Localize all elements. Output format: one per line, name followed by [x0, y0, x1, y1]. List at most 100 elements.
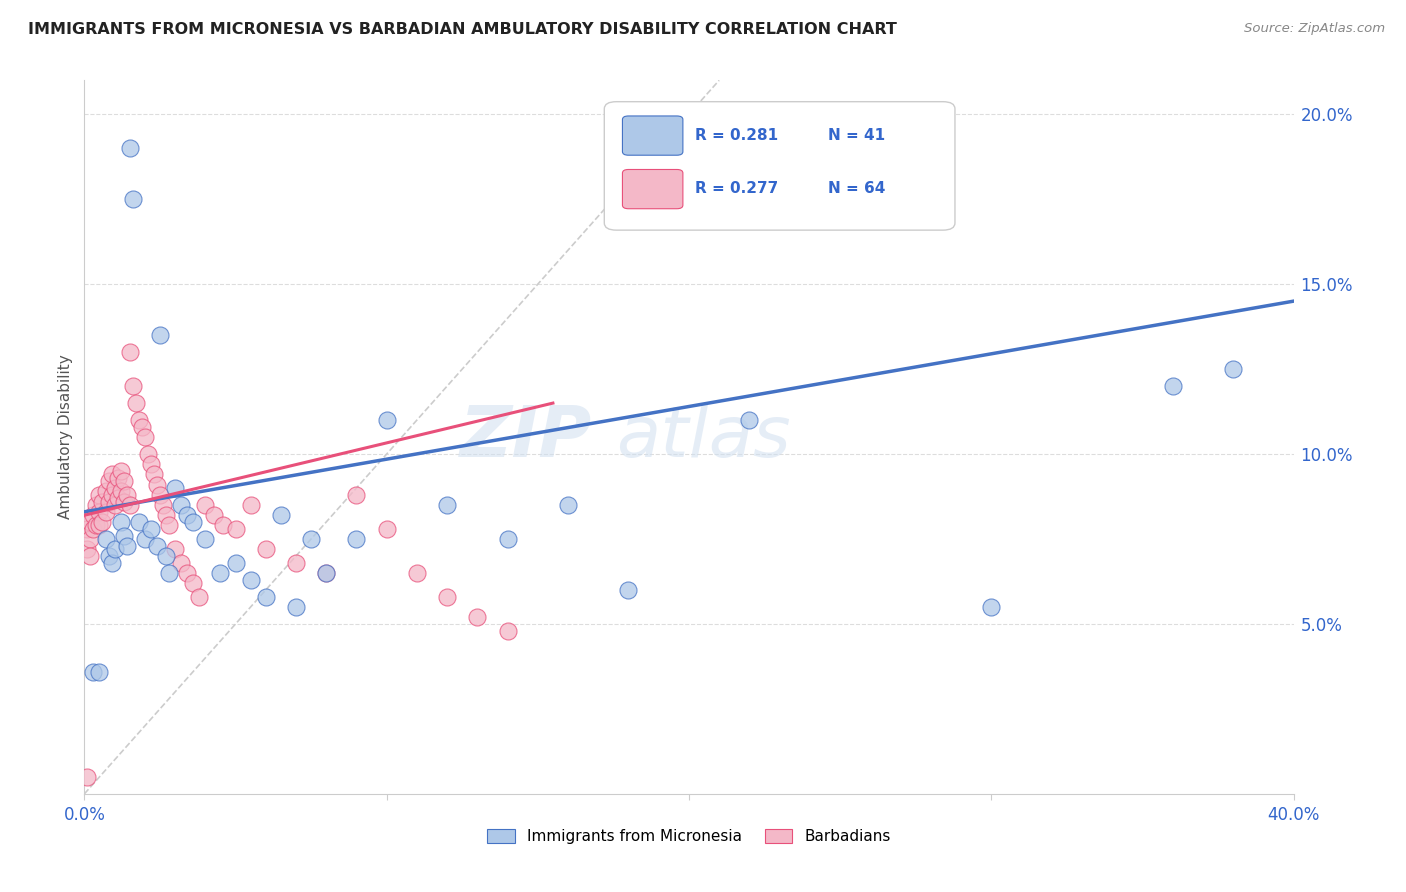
- Point: [97, 549, 120, 563]
- Point: [121, 379, 143, 393]
- Point: [152, 498, 174, 512]
- Point: [157, 566, 180, 580]
- Point: [118, 141, 141, 155]
- Point: [110, 464, 132, 478]
- Point: [79, 532, 101, 546]
- Point: [94, 484, 117, 499]
- Point: [79, 549, 101, 563]
- Point: [617, 582, 640, 597]
- Point: [406, 566, 429, 580]
- Point: [980, 599, 1002, 614]
- Point: [202, 508, 225, 523]
- Point: [165, 481, 187, 495]
- Point: [155, 508, 177, 523]
- Point: [209, 566, 232, 580]
- Point: [118, 498, 141, 512]
- Point: [146, 539, 169, 553]
- Point: [82, 665, 104, 679]
- Point: [107, 491, 129, 506]
- Point: [212, 518, 235, 533]
- Text: IMMIGRANTS FROM MICRONESIA VS BARBADIAN AMBULATORY DISABILITY CORRELATION CHART: IMMIGRANTS FROM MICRONESIA VS BARBADIAN …: [28, 22, 897, 37]
- Point: [139, 457, 162, 471]
- Point: [139, 522, 162, 536]
- Text: R = 0.277: R = 0.277: [695, 181, 779, 196]
- Point: [270, 508, 292, 523]
- Point: [170, 556, 193, 570]
- Point: [104, 542, 127, 557]
- Point: [181, 515, 204, 529]
- Text: R = 0.281: R = 0.281: [695, 128, 778, 144]
- Point: [436, 498, 458, 512]
- Point: [165, 542, 187, 557]
- Point: [112, 494, 135, 508]
- Point: [285, 599, 308, 614]
- Point: [118, 345, 141, 359]
- Text: atlas: atlas: [616, 402, 792, 472]
- Point: [181, 576, 204, 591]
- Point: [115, 539, 138, 553]
- Point: [104, 498, 127, 512]
- Point: [170, 498, 193, 512]
- Text: N = 64: N = 64: [828, 181, 886, 196]
- Point: [146, 477, 169, 491]
- Point: [112, 528, 135, 542]
- Point: [100, 467, 122, 482]
- Point: [136, 447, 159, 461]
- Point: [375, 522, 398, 536]
- Point: [299, 532, 322, 546]
- Point: [194, 498, 217, 512]
- Point: [82, 508, 104, 523]
- Point: [467, 610, 489, 624]
- Point: [128, 413, 150, 427]
- Text: N = 41: N = 41: [828, 128, 886, 144]
- Point: [496, 624, 519, 638]
- Point: [89, 665, 111, 679]
- Point: [239, 573, 262, 587]
- Point: [149, 488, 172, 502]
- FancyBboxPatch shape: [605, 102, 955, 230]
- Point: [557, 498, 579, 512]
- Point: [79, 515, 101, 529]
- Point: [97, 494, 120, 508]
- Point: [194, 532, 217, 546]
- Point: [100, 488, 122, 502]
- Point: [1222, 362, 1244, 376]
- Point: [176, 566, 198, 580]
- Point: [315, 566, 337, 580]
- Point: [142, 467, 165, 482]
- Point: [346, 532, 368, 546]
- Point: [128, 515, 150, 529]
- Point: [115, 488, 138, 502]
- Point: [76, 522, 98, 536]
- FancyBboxPatch shape: [623, 116, 683, 155]
- Point: [155, 549, 177, 563]
- Point: [346, 488, 368, 502]
- Point: [285, 556, 308, 570]
- Text: ZIP: ZIP: [460, 402, 592, 472]
- Point: [97, 475, 120, 489]
- Legend: Immigrants from Micronesia, Barbadians: Immigrants from Micronesia, Barbadians: [481, 823, 897, 850]
- Point: [436, 590, 458, 604]
- Point: [239, 498, 262, 512]
- Point: [157, 518, 180, 533]
- Point: [315, 566, 337, 580]
- Point: [176, 508, 198, 523]
- Point: [496, 532, 519, 546]
- Point: [94, 532, 117, 546]
- Point: [738, 413, 761, 427]
- Point: [76, 770, 98, 784]
- Point: [91, 515, 114, 529]
- Point: [375, 413, 398, 427]
- Point: [89, 505, 111, 519]
- Point: [254, 590, 277, 604]
- Point: [86, 498, 108, 512]
- Point: [125, 396, 148, 410]
- Point: [121, 192, 143, 206]
- Point: [82, 522, 104, 536]
- Point: [89, 488, 111, 502]
- Point: [188, 590, 211, 604]
- Point: [107, 471, 129, 485]
- Point: [112, 475, 135, 489]
- Point: [134, 430, 156, 444]
- Point: [94, 505, 117, 519]
